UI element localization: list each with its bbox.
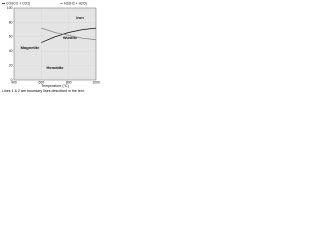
caption-box: Lines 1 & 2 are boundary lines described… (2, 89, 85, 93)
x-tick-label: 600 (38, 80, 44, 84)
region-label: Iron (76, 15, 84, 20)
y-tick-label: 100 (7, 6, 13, 10)
x-tick-label: 800 (66, 80, 72, 84)
x-tick-label: 1000 (92, 80, 100, 84)
y-tick-label: 60 (9, 35, 13, 39)
region-label: Magnetite (21, 45, 40, 50)
chart: Temperature (°C) Lines 1 & 2 are boundar… (2, 1, 100, 93)
x-axis-label: Temperature (°C) (41, 84, 69, 88)
y-tick-label: 20 (9, 63, 13, 67)
y-tick-label: 0 (11, 78, 13, 82)
region-label: Hematite (47, 65, 65, 70)
legend-label: H2/(H2 + H2O) (64, 1, 87, 5)
y-tick-label: 80 (9, 20, 13, 24)
y-tick-label: 40 (9, 49, 13, 53)
page: {"chart_data": { "type": "line", "x_labe… (0, 0, 100, 106)
series-line (41, 27, 97, 43)
plot-area (13, 7, 97, 81)
x-tick-label: 400 (11, 80, 17, 84)
legend-label: CO/(CO + CO2) (6, 1, 30, 5)
region-label: Wustite (63, 35, 78, 40)
series-line (41, 27, 97, 41)
caption: Lines 1 & 2 are boundary lines described… (2, 89, 85, 93)
